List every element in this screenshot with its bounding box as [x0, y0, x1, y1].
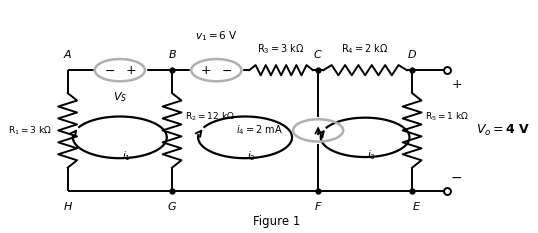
Text: $V_S$: $V_S$ [112, 91, 127, 104]
Text: $F$: $F$ [314, 200, 322, 212]
Text: $i_4 = 2\ \mathrm{mA}$: $i_4 = 2\ \mathrm{mA}$ [236, 123, 282, 137]
Text: $\mathrm{R}_2 = 12\ \mathrm{k}\Omega$: $\mathrm{R}_2 = 12\ \mathrm{k}\Omega$ [185, 110, 235, 123]
Text: $-$: $-$ [450, 170, 463, 184]
Text: $D$: $D$ [407, 48, 417, 60]
Text: $C$: $C$ [313, 48, 323, 60]
Text: $+$: $+$ [125, 64, 136, 77]
Text: $\mathrm{R}_3 = 3\ \mathrm{k}\Omega$: $\mathrm{R}_3 = 3\ \mathrm{k}\Omega$ [257, 42, 305, 56]
Text: $\mathrm{R}_1 = 3\ \mathrm{k}\Omega$: $\mathrm{R}_1 = 3\ \mathrm{k}\Omega$ [8, 124, 52, 137]
Text: $i_1$: $i_1$ [122, 149, 131, 163]
Text: $B$: $B$ [167, 48, 176, 60]
Text: $+$: $+$ [200, 64, 211, 77]
Text: $v_1 = 6\ \mathrm{V}$: $v_1 = 6\ \mathrm{V}$ [195, 29, 238, 43]
Text: $+$: $+$ [451, 78, 462, 91]
Text: $\mathrm{R}_5 = 1\ \mathrm{k}\Omega$: $\mathrm{R}_5 = 1\ \mathrm{k}\Omega$ [425, 110, 469, 123]
Text: $E$: $E$ [412, 200, 421, 212]
Text: Figure 1: Figure 1 [253, 215, 300, 228]
Text: $i_3$: $i_3$ [367, 148, 376, 162]
Text: $\mathrm{R}_4 = 2\ \mathrm{k}\Omega$: $\mathrm{R}_4 = 2\ \mathrm{k}\Omega$ [342, 42, 389, 56]
Text: $A$: $A$ [63, 48, 73, 60]
Text: $-$: $-$ [104, 64, 115, 77]
Text: $G$: $G$ [167, 200, 177, 212]
Text: $V_o = \mathbf{4}\ \mathbf{V}$: $V_o = \mathbf{4}\ \mathbf{V}$ [476, 123, 529, 138]
Text: $-$: $-$ [221, 64, 232, 77]
Text: $i_2$: $i_2$ [247, 149, 256, 163]
Text: $H$: $H$ [62, 200, 73, 212]
